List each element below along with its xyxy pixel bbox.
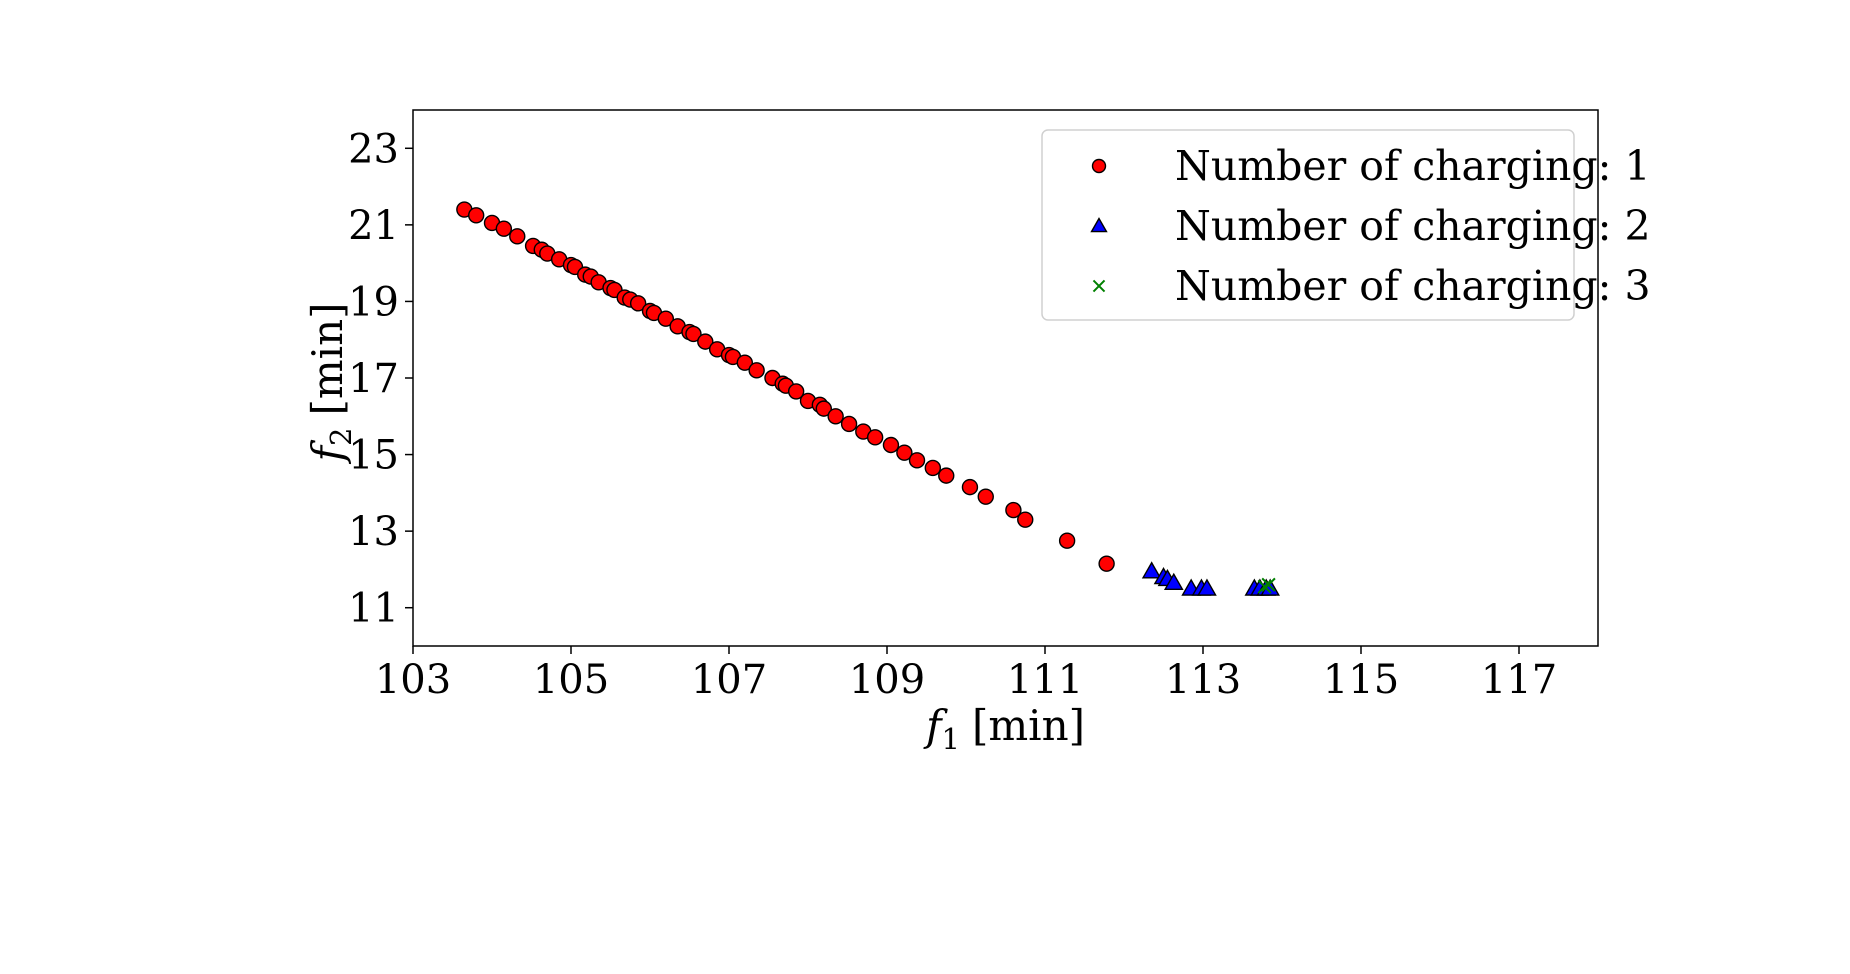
x-tick-label: 103 (375, 657, 451, 703)
data-point-circle (736, 354, 753, 371)
data-point-x (1092, 279, 1106, 293)
data-point-circle (787, 383, 805, 400)
data-point-x (1261, 577, 1276, 592)
y-tick-label: 17 (348, 356, 399, 402)
x-tick-label: 109 (849, 657, 925, 703)
legend-label-charging-3: Number of charging: 3 (1175, 262, 1651, 310)
legend-label-charging-1: Number of charging: 1 (1175, 142, 1651, 190)
y-axis-label-unit: [min] (303, 302, 352, 415)
data-point-circle (629, 295, 647, 312)
axis-ticks: 103 105 107 109 111 113 115 117 11 13 15 17 19 21 23 (348, 126, 1557, 703)
y-tick-label: 23 (348, 126, 399, 172)
data-point-circle (685, 325, 702, 343)
x-tick-label: 107 (691, 657, 767, 703)
y-tick-label: 11 (348, 586, 399, 632)
data-point-circle (495, 220, 513, 237)
data-point-circle (657, 310, 674, 327)
x-axis-label: f1 [min] (923, 701, 1085, 756)
data-point-circle (961, 478, 979, 496)
series-markers (1141, 561, 1280, 596)
data-point-triangle (1141, 561, 1162, 579)
data-point-triangle (1163, 572, 1184, 590)
data-point-circle (697, 333, 714, 350)
x-tick-label: 115 (1323, 657, 1399, 703)
legend-symbols (1090, 158, 1108, 293)
y-tick-label: 13 (348, 509, 399, 555)
data-point-circle (509, 228, 526, 245)
y-tick-label: 21 (348, 203, 399, 249)
legend-box (1041, 129, 1575, 321)
data-point-circle (1005, 501, 1022, 519)
data-point-x (1257, 579, 1272, 594)
series-markers (1257, 577, 1276, 594)
data-point-circle (938, 467, 955, 484)
data-point-triangle (1090, 217, 1108, 233)
data-point-circle (748, 362, 765, 379)
data-point-circle (977, 488, 994, 505)
data-point-circle (1091, 158, 1107, 174)
x-tick-label: 105 (533, 657, 609, 703)
plot-area-frame (412, 109, 1599, 647)
data-markers (456, 201, 1280, 596)
y-axis-label: f2[min] (303, 302, 358, 464)
data-point-circle (896, 444, 913, 461)
series-markers (456, 201, 1115, 572)
y-axis-label-sub: 2 (324, 428, 358, 446)
data-point-circle (840, 415, 858, 433)
data-point-circle (827, 408, 844, 425)
data-point-circle (882, 436, 900, 454)
data-point-circle (908, 452, 926, 469)
x-axis-label-sub: 1 (942, 722, 960, 756)
data-point-circle (815, 400, 832, 417)
data-point-circle (1017, 511, 1034, 528)
x-tick-label: 111 (1007, 657, 1083, 703)
x-tick-label: 113 (1165, 657, 1241, 703)
data-point-circle (1058, 532, 1076, 549)
y-tick-label: 15 (348, 433, 399, 479)
legend: Number of charging: 1 Number of charging… (1041, 129, 1651, 321)
data-point-circle (924, 459, 942, 477)
legend-label-charging-2: Number of charging: 2 (1175, 202, 1651, 250)
data-point-circle (468, 207, 485, 224)
x-axis-label-unit: [min] (972, 701, 1085, 750)
y-tick-label: 19 (348, 279, 399, 325)
data-point-circle (866, 429, 884, 446)
x-tick-label: 117 (1481, 657, 1557, 703)
data-point-circle (1098, 555, 1115, 572)
data-point-triangle (1197, 578, 1217, 596)
